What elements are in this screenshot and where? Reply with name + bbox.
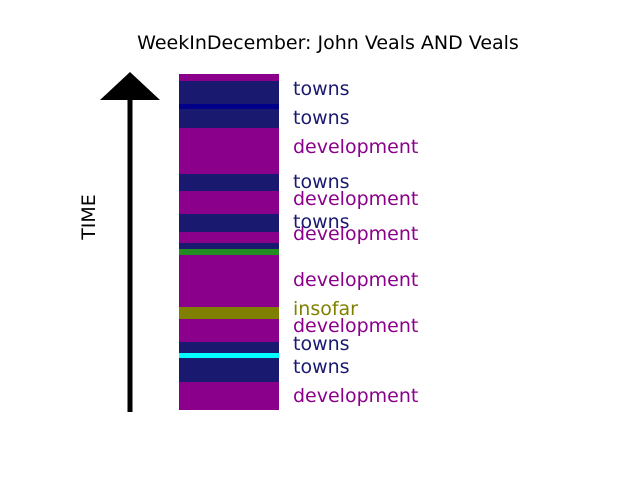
timeline-segment <box>179 214 279 232</box>
segment-labels: townstownsdevelopmenttownsdevelopmenttow… <box>293 78 418 407</box>
timeline-segment <box>179 319 279 342</box>
segment-label: towns <box>293 107 350 129</box>
segment-label: towns <box>293 78 350 100</box>
segment-label: development <box>293 385 418 407</box>
timeline-segment <box>179 74 279 81</box>
segment-label: insofar <box>293 298 358 320</box>
time-axis <box>100 72 160 412</box>
timeline-segments <box>179 74 279 410</box>
segment-label: towns <box>293 356 350 378</box>
timeline-segment <box>179 128 279 174</box>
chart-title: WeekInDecember: John Veals AND Veals <box>137 32 519 54</box>
segment-label: development <box>293 136 418 158</box>
time-arrow-head <box>100 72 160 100</box>
timeline-segment <box>179 382 279 410</box>
timeline-segment <box>179 307 279 319</box>
timeline-segment <box>179 81 279 104</box>
segment-label: towns <box>293 333 350 355</box>
timeline-segment <box>179 358 279 382</box>
segment-label: development <box>293 269 418 291</box>
timeline-segment <box>179 243 279 249</box>
segment-label: development <box>293 188 418 210</box>
timeline-segment <box>179 109 279 128</box>
timeline-segment <box>179 191 279 214</box>
timeline-segment <box>179 174 279 191</box>
timeline-segment <box>179 353 279 358</box>
timeline-segment <box>179 232 279 243</box>
segment-label: towns <box>293 171 350 193</box>
timeline-segment <box>179 255 279 307</box>
time-axis-label: TIME <box>78 194 100 241</box>
segment-label: development <box>293 223 418 245</box>
timeline-segment <box>179 249 279 255</box>
timeline-segment <box>179 342 279 353</box>
timeline-segment <box>179 104 279 109</box>
segment-label: towns <box>293 211 350 233</box>
segment-label: development <box>293 315 418 337</box>
